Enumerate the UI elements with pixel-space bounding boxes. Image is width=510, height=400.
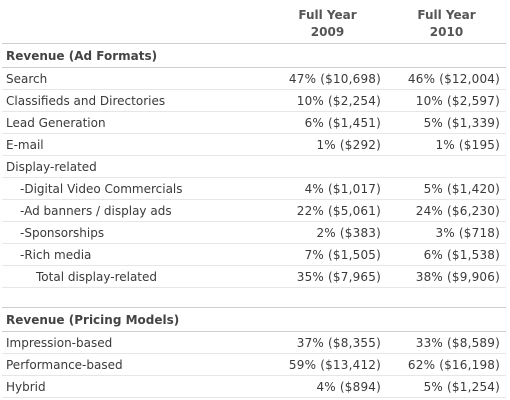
table-row: Impression-based 37% ($8,355) 33% ($8,58… [2, 332, 506, 354]
table-row: Lead Generation 6% ($1,451) 5% ($1,339) [2, 112, 506, 134]
row-label: E-mail [6, 137, 44, 152]
row-label: -Digital Video Commercials [20, 181, 183, 196]
section-title-ad-formats: Revenue (Ad Formats) [2, 44, 506, 68]
table-row: Search 47% ($10,698) 46% ($12,004) [2, 68, 506, 90]
row-label: -Sponsorships [20, 225, 105, 240]
table-row: E-mail 1% ($292) 1% ($195) [2, 134, 506, 156]
value-2010: 6% ($1,538) [423, 247, 500, 262]
value-2010: 1% ($195) [435, 137, 500, 152]
value-2009: 7% ($1,505) [304, 247, 381, 262]
table-row: Display-related [2, 156, 506, 178]
row-label: Classifieds and Directories [6, 93, 166, 108]
value-2009: 2% ($383) [316, 225, 381, 240]
value-2010: 62% ($16,198) [407, 357, 500, 372]
value-2009: 10% ($2,254) [296, 93, 381, 108]
value-2010: 38% ($9,906) [415, 269, 500, 284]
table-row: Performance-based 59% ($13,412) 62% ($16… [2, 354, 506, 376]
value-2009: 35% ($7,965) [296, 269, 381, 284]
row-label: Performance-based [6, 357, 123, 372]
header-2010: Full Year 2010 [387, 4, 506, 41]
value-2010: 33% ($8,589) [415, 335, 500, 350]
value-2009: 59% ($13,412) [288, 357, 381, 372]
row-label: Impression-based [6, 335, 113, 350]
table-row-total: Total display-related 35% ($7,965) 38% (… [2, 266, 506, 288]
value-2009: 4% ($1,017) [304, 181, 381, 196]
header-2010-line2: 2010 [429, 25, 464, 39]
table-row: -Ad banners / display ads 22% ($5,061) 2… [2, 200, 506, 222]
revenue-table: Full Year 2009 Full Year 2010 Revenue (A… [2, 4, 506, 398]
value-2010: 10% ($2,597) [415, 93, 500, 108]
table-row: -Rich media 7% ($1,505) 6% ($1,538) [2, 244, 506, 266]
row-label: Display-related [6, 159, 97, 174]
value-2009: 37% ($8,355) [296, 335, 381, 350]
row-label: Hybrid [6, 379, 46, 394]
value-2009: 1% ($292) [316, 137, 381, 152]
value-2010: 46% ($12,004) [407, 71, 500, 86]
table-row: -Sponsorships 2% ($383) 3% ($718) [2, 222, 506, 244]
header-2009-line1: Full Year [298, 8, 357, 22]
value-2009: 22% ($5,061) [296, 203, 381, 218]
section-spacer [2, 288, 506, 308]
value-2010: 5% ($1,339) [423, 115, 500, 130]
header-row: Full Year 2009 Full Year 2010 [2, 4, 506, 44]
table-row: Hybrid 4% ($894) 5% ($1,254) [2, 376, 506, 398]
header-2010-line1: Full Year [417, 8, 476, 22]
section-title-text: Revenue (Pricing Models) [6, 312, 180, 327]
value-2010: 24% ($6,230) [415, 203, 500, 218]
table-row: Classifieds and Directories 10% ($2,254)… [2, 90, 506, 112]
section-title-pricing-models: Revenue (Pricing Models) [2, 308, 506, 332]
header-2009: Full Year 2009 [268, 4, 387, 41]
row-label: -Ad banners / display ads [20, 203, 172, 218]
value-2009: 4% ($894) [316, 379, 381, 394]
row-label: Total display-related [36, 269, 158, 284]
value-2009: 47% ($10,698) [288, 71, 381, 86]
value-2009: 6% ($1,451) [304, 115, 381, 130]
row-label: Search [6, 71, 48, 86]
value-2010: 5% ($1,254) [423, 379, 500, 394]
section-title-text: Revenue (Ad Formats) [6, 48, 158, 63]
value-2010: 3% ($718) [435, 225, 500, 240]
table-row: -Digital Video Commercials 4% ($1,017) 5… [2, 178, 506, 200]
row-label: -Rich media [20, 247, 92, 262]
value-2010: 5% ($1,420) [423, 181, 500, 196]
header-2009-line2: 2009 [310, 25, 345, 39]
row-label: Lead Generation [6, 115, 106, 130]
